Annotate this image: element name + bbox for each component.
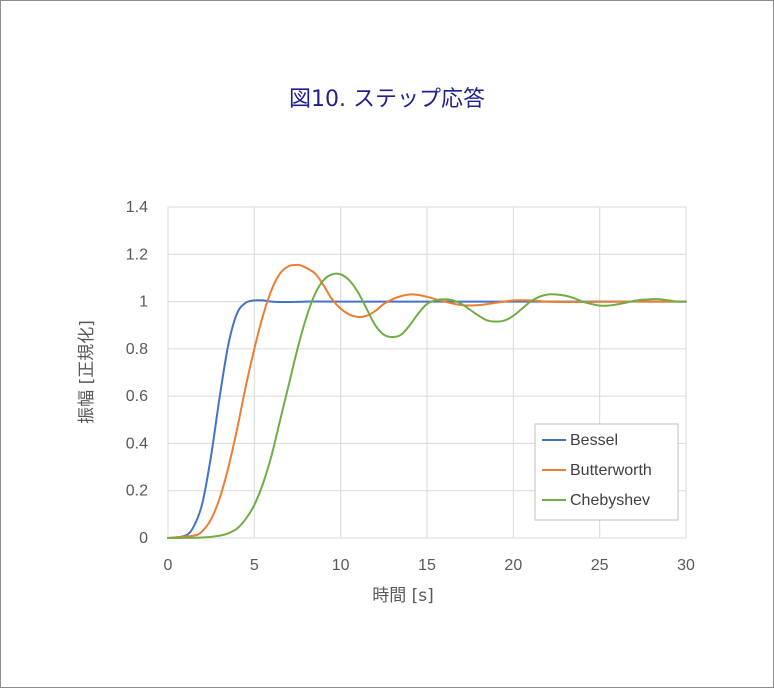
x-tick-label: 20 [504,557,522,574]
x-tick-label: 25 [591,557,609,574]
series-layer [167,263,687,539]
series-line-butterworth [167,263,687,539]
x-tick-label: 0 [164,557,173,574]
y-tick-label: 0.4 [126,435,148,452]
y-tick-label: 0.2 [126,483,148,500]
y-tick-label: 0 [139,530,148,547]
series-line-chebyshev [167,272,687,539]
axis-layer: 0 0.2 0.4 0.6 0.8 1 1.2 1.4 0 5 10 15 20 25 30 [126,199,695,574]
legend: Bessel Butterworth Chebyshev [534,423,679,521]
x-tick-label: 30 [677,557,695,574]
y-tick-label: 1 [139,294,148,311]
x-axis-title: 時間 [s] [372,586,434,606]
legend-label-chebyshev: Chebyshev [570,492,650,509]
legend-label-bessel: Bessel [570,432,618,449]
y-axis-title: 振幅 [正規化] [77,320,97,424]
y-tick-label: 1.2 [126,246,148,263]
y-tick-label: 1.4 [126,199,148,216]
legend-label-butterworth: Butterworth [570,462,652,479]
x-tick-label: 15 [418,557,436,574]
chart-title: 図10. ステップ応答 [289,87,485,112]
y-tick-label: 0.6 [126,388,148,405]
x-tick-label: 5 [250,557,259,574]
y-tick-label: 0.8 [126,341,148,358]
x-tick-label: 10 [332,557,350,574]
